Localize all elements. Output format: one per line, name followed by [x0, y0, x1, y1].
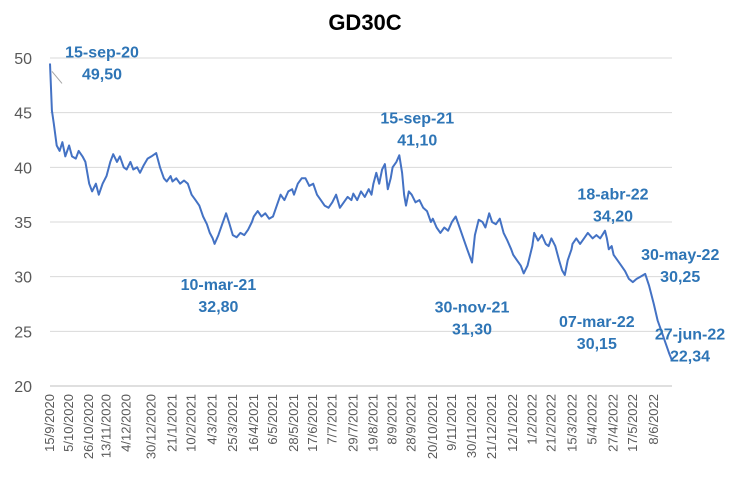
series-line [49, 63, 673, 361]
x-tick-label: 4/12/2020 [119, 394, 134, 452]
y-tick-label: 25 [14, 324, 32, 341]
x-tick-label: 27/4/2022 [606, 394, 621, 452]
x-tick-label: 1/2/2022 [524, 394, 539, 445]
x-tick-label: 26/10/2020 [81, 394, 96, 459]
y-tick-label: 35 [14, 215, 32, 232]
x-tick-label: 8/9/2021 [385, 394, 400, 445]
x-tick-label: 21/12/2021 [484, 394, 499, 459]
annotation-date: 15-sep-20 [65, 44, 139, 61]
x-tick-label: 20/10/2021 [425, 394, 440, 459]
x-tick-label: 5/4/2022 [585, 394, 600, 445]
x-tick-label: 9/11/2021 [444, 394, 459, 451]
y-tick-label: 20 [14, 379, 32, 396]
y-tick-label: 40 [14, 160, 32, 177]
x-tick-label: 12/1/2022 [505, 394, 520, 452]
x-tick-label: 28/5/2021 [286, 394, 301, 452]
annotation-date: 18-abr-22 [577, 187, 648, 204]
x-tick-label: 8/6/2022 [646, 394, 661, 445]
annotation-date: 15-sep-21 [380, 110, 454, 127]
x-tick-label: 7/7/2021 [324, 394, 339, 445]
x-tick-label: 5/10/2020 [61, 394, 76, 452]
annotation-date: 10-mar-21 [181, 277, 257, 294]
x-tick-label: 15/3/2022 [564, 394, 579, 452]
x-tick-label: 4/3/2021 [205, 394, 220, 445]
x-tick-label: 6/5/2021 [265, 394, 280, 445]
leader-line [51, 71, 63, 84]
annotations: 15-sep-20 49,50 10-mar-21 32,80 15-sep-21 41,… [51, 44, 725, 365]
x-tick-label: 13/11/2020 [98, 394, 113, 458]
y-tick-label: 50 [14, 51, 32, 68]
x-tick-label: 29/7/2021 [345, 394, 360, 452]
annotation-value: 30,25 [660, 269, 700, 286]
annotation-value: 22,34 [670, 348, 710, 365]
x-tick-label: 17/5/2022 [625, 394, 640, 452]
x-tick-label: 19/8/2021 [365, 394, 380, 452]
y-tick-label: 30 [14, 270, 32, 287]
x-tick-label: 30/11/2021 [464, 394, 479, 458]
x-tick-label: 15/9/2020 [42, 394, 57, 452]
y-tick-label: 45 [14, 106, 32, 123]
x-tick-label: 28/9/2021 [404, 394, 419, 452]
x-tick-label: 21/1/2021 [164, 394, 179, 452]
annotation-value: 34,20 [593, 209, 633, 226]
annotation-value: 30,15 [577, 336, 617, 353]
x-tick-label: 17/6/2021 [305, 394, 320, 452]
x-tick-label: 30/12/2020 [143, 394, 158, 459]
annotation-date: 27-jun-22 [655, 326, 725, 343]
x-axis-ticks: 15/9/2020 5/10/2020 26/10/2020 13/11/2020 4/… [42, 394, 661, 459]
annotation-date: 30-nov-21 [435, 299, 510, 316]
series-group [49, 63, 673, 361]
chart-title: GD30C [328, 10, 401, 35]
annotation-value: 31,30 [452, 321, 492, 338]
annotation-value: 49,50 [82, 66, 122, 83]
x-tick-label: 21/2/2022 [543, 394, 558, 452]
gridlines [50, 57, 672, 387]
y-axis-ticks: 20 25 30 35 40 45 50 [14, 51, 32, 396]
annotation-date: 07-mar-22 [559, 314, 635, 331]
annotation-value: 41,10 [397, 132, 437, 149]
x-tick-label: 10/2/2021 [184, 394, 199, 452]
annotation-date: 30-may-22 [641, 247, 719, 264]
x-tick-label: 25/3/2021 [225, 394, 240, 452]
annotation-value: 32,80 [198, 299, 238, 316]
x-tick-label: 16/4/2021 [246, 394, 261, 452]
